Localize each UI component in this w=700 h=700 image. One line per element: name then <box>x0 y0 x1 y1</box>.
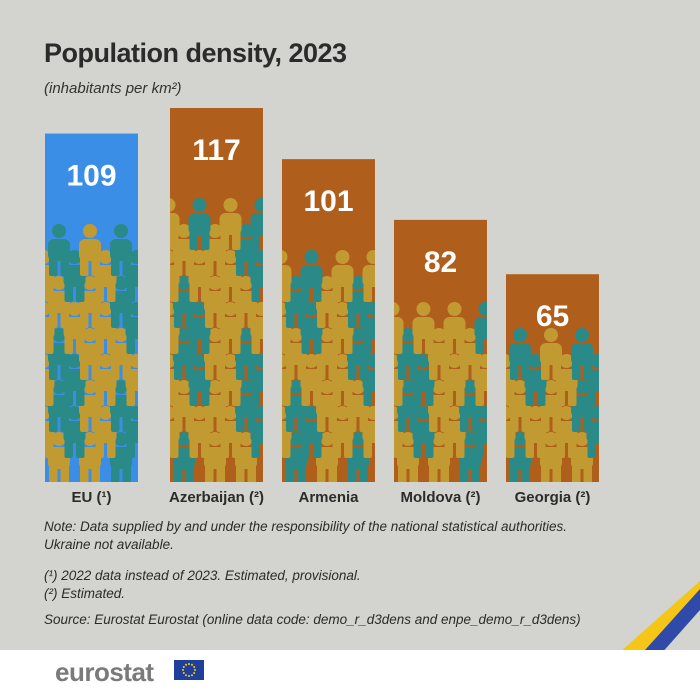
person-icon <box>173 328 195 380</box>
person-icon <box>141 224 163 276</box>
person-icon <box>509 328 531 380</box>
person-icon <box>204 380 226 432</box>
note-text: Note: Data supplied by and under the res… <box>44 519 568 552</box>
person-icon <box>141 328 163 380</box>
person-icon <box>48 224 70 276</box>
person-icon <box>618 354 640 406</box>
eu-flag-icon <box>174 660 204 680</box>
people-crowd <box>45 224 163 484</box>
category-label: Armenia <box>298 489 359 506</box>
chart-subtitle: (inhabitants per km²) <box>44 80 182 97</box>
person-icon <box>443 302 466 354</box>
person-icon <box>141 380 163 432</box>
person-icon <box>282 250 292 302</box>
person-icon <box>300 250 323 302</box>
person-icon <box>141 432 163 484</box>
category-label: Moldova (²) <box>401 489 481 506</box>
footnote-2: (²) Estimated. <box>44 586 126 601</box>
bar-group: 117 Azerbaijan (²) <box>169 108 264 506</box>
person-icon <box>110 224 132 276</box>
value-label: 101 <box>303 185 353 218</box>
person-icon <box>141 276 163 328</box>
value-label: 65 <box>536 300 569 333</box>
person-icon <box>618 406 640 458</box>
person-icon <box>362 354 375 406</box>
eurostat-logo: eurostat <box>55 657 154 687</box>
person-icon <box>540 328 562 380</box>
footnote-1: (¹) 2022 data instead of 2023. Estimated… <box>44 568 361 583</box>
people-crowd <box>282 250 375 482</box>
person-icon <box>347 328 369 380</box>
person-icon <box>170 198 180 250</box>
bar-group: 101 Armenia <box>282 159 375 506</box>
bar-group: 65 Georgia (²) <box>506 274 640 506</box>
value-label: 109 <box>66 160 116 193</box>
person-icon <box>188 198 211 250</box>
person-icon <box>331 250 354 302</box>
person-icon <box>79 224 101 276</box>
person-icon <box>347 276 369 328</box>
person-icon <box>474 302 487 354</box>
person-icon <box>602 328 624 380</box>
person-icon <box>250 198 263 250</box>
person-icon <box>125 250 138 302</box>
person-icon <box>602 432 624 484</box>
person-icon <box>602 380 624 432</box>
person-icon <box>394 302 404 354</box>
person-icon <box>571 328 593 380</box>
people-crowd <box>506 328 640 484</box>
chart-title: Population density, 2023 <box>44 38 347 68</box>
category-label: Azerbaijan (²) <box>169 489 264 506</box>
person-icon <box>235 328 257 380</box>
person-icon <box>219 198 242 250</box>
people-crowd <box>394 302 487 482</box>
bar-group: 82 Moldova (²) <box>394 219 487 506</box>
person-icon <box>48 328 70 380</box>
bar-group: 109 EU (¹) <box>45 133 163 506</box>
source-text: Source: Eurostat Eurostat (online data c… <box>44 612 581 627</box>
person-icon <box>362 250 375 302</box>
footer <box>0 650 700 700</box>
value-label: 117 <box>192 134 240 167</box>
value-label: 82 <box>424 246 457 279</box>
category-label: Georgia (²) <box>515 489 591 506</box>
people-crowd <box>170 198 263 482</box>
category-label: EU (¹) <box>72 489 112 506</box>
person-icon <box>412 302 435 354</box>
